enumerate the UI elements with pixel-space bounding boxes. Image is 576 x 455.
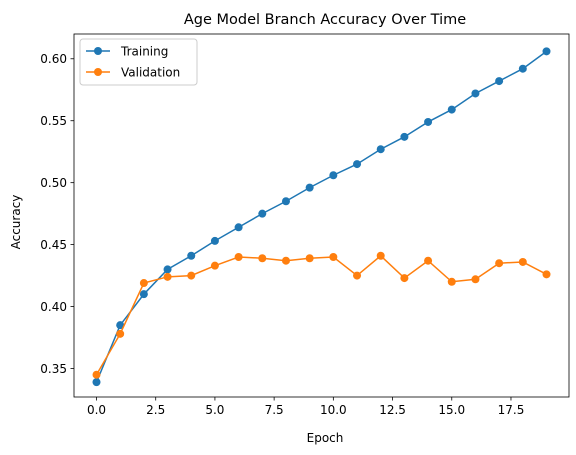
data-point-training xyxy=(424,117,433,126)
data-point-training xyxy=(447,105,456,114)
data-point-validation xyxy=(518,257,527,266)
chart-title: Age Model Branch Accuracy Over Time xyxy=(184,12,466,28)
data-point-validation xyxy=(92,370,101,379)
data-point-training xyxy=(116,321,125,330)
x-axis-label: Epoch xyxy=(307,431,344,445)
x-tick-label: 2.5 xyxy=(146,403,165,417)
y-tick-label: 0.45 xyxy=(40,238,67,252)
plot-area xyxy=(92,47,551,387)
plot-frame xyxy=(73,33,570,398)
x-tick-label: 10.0 xyxy=(320,403,347,417)
x-tick-label: 5.0 xyxy=(205,403,224,417)
data-point-validation xyxy=(329,253,338,262)
y-tick-label: 0.55 xyxy=(40,114,67,128)
data-point-training xyxy=(400,132,409,141)
legend: Training Validation xyxy=(79,38,198,86)
legend-marker-validation xyxy=(94,68,102,76)
x-tick-label: 12.5 xyxy=(379,403,406,417)
data-point-validation xyxy=(139,279,148,288)
data-point-training xyxy=(471,89,480,98)
data-point-validation xyxy=(495,259,504,268)
data-point-training xyxy=(495,77,504,86)
data-point-training xyxy=(139,290,148,299)
series-line-training xyxy=(95,50,547,383)
data-point-training xyxy=(542,47,551,56)
legend-label-validation: Validation xyxy=(121,65,180,79)
x-tick-label: 15.0 xyxy=(438,403,465,417)
data-point-validation xyxy=(210,261,219,270)
data-point-validation xyxy=(400,274,409,283)
data-point-validation xyxy=(116,329,125,338)
data-point-validation xyxy=(447,277,456,286)
data-point-training xyxy=(234,223,243,232)
data-point-validation xyxy=(471,275,480,284)
data-point-training xyxy=(187,251,196,260)
legend-marker-training xyxy=(94,47,102,55)
data-point-training xyxy=(210,236,219,245)
legend-label-training: Training xyxy=(120,44,168,58)
data-point-training xyxy=(163,265,172,274)
x-axis: 0.0 2.5 5.0 7.5 10.0 12.5 15.0 17.5 xyxy=(87,397,524,417)
x-tick-label: 17.5 xyxy=(498,403,525,417)
data-point-validation xyxy=(305,254,314,263)
data-point-validation xyxy=(187,271,196,280)
data-point-training xyxy=(281,197,290,206)
y-tick-label: 0.40 xyxy=(40,300,67,314)
y-axis: 0.35 0.40 0.45 0.50 0.55 0.60 xyxy=(40,52,74,376)
data-point-training xyxy=(258,209,267,218)
data-point-validation xyxy=(376,251,385,260)
data-point-validation xyxy=(234,253,243,262)
y-tick-label: 0.35 xyxy=(40,362,67,376)
data-point-training xyxy=(518,64,527,73)
data-point-training xyxy=(92,378,101,387)
y-tick-label: 0.50 xyxy=(40,176,67,190)
y-axis-label: Accuracy xyxy=(9,195,23,250)
data-point-validation xyxy=(258,254,267,263)
data-point-validation xyxy=(281,256,290,265)
data-point-validation xyxy=(542,270,551,279)
data-point-training xyxy=(353,160,362,169)
data-point-training xyxy=(329,171,338,180)
data-point-validation xyxy=(424,256,433,265)
x-tick-label: 0.0 xyxy=(87,403,106,417)
data-point-training xyxy=(376,145,385,154)
data-point-validation xyxy=(353,271,362,280)
x-tick-label: 7.5 xyxy=(265,403,284,417)
data-point-validation xyxy=(163,272,172,281)
data-point-training xyxy=(305,183,314,192)
y-tick-label: 0.60 xyxy=(40,52,67,66)
